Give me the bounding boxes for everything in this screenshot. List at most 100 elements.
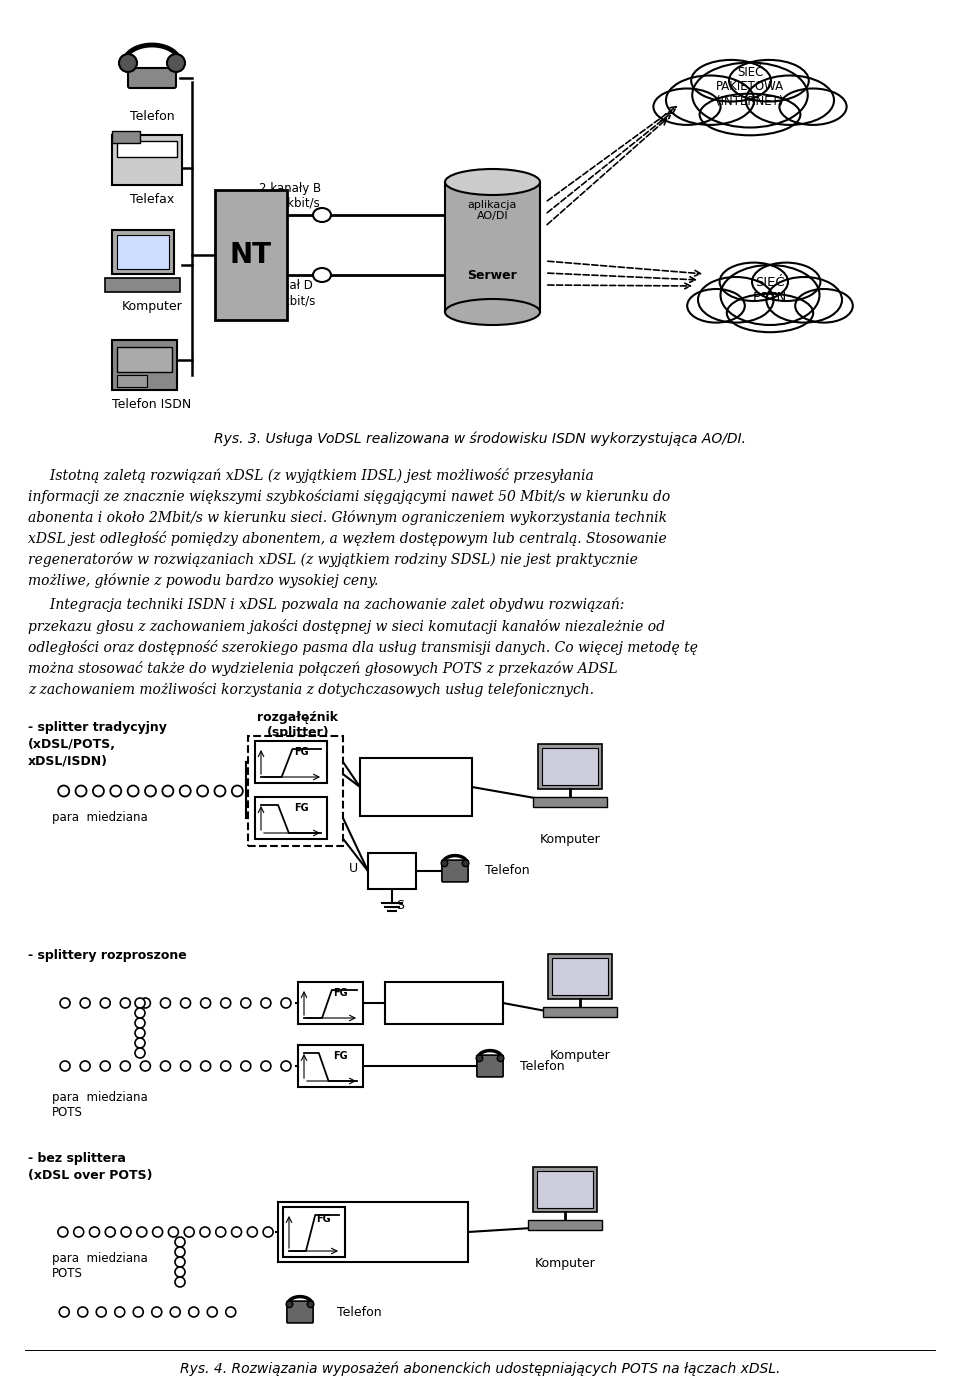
Bar bbox=[112, 131, 140, 143]
Circle shape bbox=[226, 1307, 236, 1316]
Circle shape bbox=[168, 1227, 179, 1237]
Bar bbox=[278, 1202, 468, 1261]
FancyBboxPatch shape bbox=[287, 1301, 313, 1323]
Circle shape bbox=[207, 1307, 217, 1316]
Bar bbox=[117, 375, 147, 387]
Circle shape bbox=[214, 785, 226, 796]
Circle shape bbox=[175, 1276, 185, 1287]
Text: Komputer: Komputer bbox=[535, 1257, 595, 1270]
Circle shape bbox=[60, 1307, 69, 1316]
Bar bbox=[542, 748, 598, 785]
Text: para  miedziana
POTS: para miedziana POTS bbox=[52, 1252, 148, 1281]
Circle shape bbox=[59, 785, 69, 796]
Bar bbox=[112, 340, 177, 390]
FancyBboxPatch shape bbox=[128, 67, 176, 88]
Circle shape bbox=[100, 998, 110, 1008]
Circle shape bbox=[140, 998, 151, 1008]
Circle shape bbox=[231, 1227, 242, 1237]
Bar bbox=[283, 1208, 345, 1257]
Text: aplikacja
AO/DI: aplikacja AO/DI bbox=[468, 200, 517, 222]
Circle shape bbox=[160, 1062, 171, 1071]
Circle shape bbox=[76, 785, 86, 796]
Text: U: U bbox=[348, 862, 358, 876]
Bar bbox=[215, 190, 287, 319]
Bar bbox=[255, 797, 327, 839]
Circle shape bbox=[201, 998, 210, 1008]
Circle shape bbox=[120, 1062, 131, 1071]
Circle shape bbox=[263, 1227, 273, 1237]
Circle shape bbox=[200, 1227, 210, 1237]
Circle shape bbox=[180, 998, 190, 1008]
Circle shape bbox=[135, 1018, 145, 1029]
Circle shape bbox=[135, 1029, 145, 1038]
Text: FG: FG bbox=[295, 748, 309, 757]
Circle shape bbox=[175, 1248, 185, 1257]
Text: SIEĆ
PSTN: SIEĆ PSTN bbox=[753, 275, 787, 304]
Bar bbox=[105, 278, 180, 292]
Bar bbox=[537, 1172, 593, 1208]
Circle shape bbox=[184, 1227, 194, 1237]
Bar bbox=[548, 954, 612, 998]
Text: regeneratorów w rozwiązaniach xDSL (z wyjątkiem rodziny SDSL) nie jest praktyczn: regeneratorów w rozwiązaniach xDSL (z wy… bbox=[28, 552, 637, 567]
Text: FG: FG bbox=[333, 989, 348, 998]
Circle shape bbox=[231, 785, 243, 796]
Circle shape bbox=[145, 785, 156, 796]
Circle shape bbox=[128, 785, 138, 796]
Circle shape bbox=[170, 1307, 180, 1316]
Bar bbox=[117, 140, 177, 157]
Text: SIEĆ
PAKIETOWA
(INTERNET): SIEĆ PAKIETOWA (INTERNET) bbox=[716, 66, 784, 109]
Circle shape bbox=[160, 998, 171, 1008]
Circle shape bbox=[476, 1055, 483, 1062]
Text: FG: FG bbox=[333, 1051, 348, 1062]
Circle shape bbox=[153, 1227, 162, 1237]
Circle shape bbox=[281, 1062, 291, 1071]
FancyBboxPatch shape bbox=[442, 861, 468, 881]
Text: Telefon: Telefon bbox=[485, 865, 530, 877]
Text: - bez splittera: - bez splittera bbox=[28, 1153, 126, 1165]
Text: 2 kanały B
128 kbit/s: 2 kanały B 128 kbit/s bbox=[259, 182, 321, 211]
Text: odległości oraz dostępność szerokiego pasma dla usług transmisji danych. Co więc: odległości oraz dostępność szerokiego pa… bbox=[28, 640, 698, 655]
Text: Istotną zaletą rozwiązań xDSL (z wyjątkiem IDSL) jest możliwość przesyłania: Istotną zaletą rozwiązań xDSL (z wyjątki… bbox=[28, 468, 593, 483]
Circle shape bbox=[80, 998, 90, 1008]
Bar bbox=[298, 1045, 363, 1086]
Circle shape bbox=[221, 998, 230, 1008]
Circle shape bbox=[162, 785, 174, 796]
Circle shape bbox=[175, 1237, 185, 1248]
Circle shape bbox=[135, 1048, 145, 1058]
Text: Rys. 4. Rozwiązania wyposażeń abonenckich udostępniających POTS na łączach xDSL.: Rys. 4. Rozwiązania wyposażeń abonenckic… bbox=[180, 1362, 780, 1377]
Text: (xDSL over POTS): (xDSL over POTS) bbox=[28, 1169, 153, 1181]
Bar bbox=[528, 1220, 602, 1230]
Circle shape bbox=[133, 1307, 143, 1316]
Circle shape bbox=[93, 785, 104, 796]
Bar bbox=[360, 757, 472, 817]
Text: para  miedziana
POTS: para miedziana POTS bbox=[52, 1091, 148, 1120]
Text: Komputer: Komputer bbox=[550, 1049, 611, 1062]
Circle shape bbox=[261, 998, 271, 1008]
Text: Rys. 3. Usługa VoDSL realizowana w środowisku ISDN wykorzystująca AO/DI.: Rys. 3. Usługa VoDSL realizowana w środo… bbox=[214, 432, 746, 446]
Circle shape bbox=[167, 54, 185, 72]
Bar bbox=[255, 741, 327, 784]
Ellipse shape bbox=[445, 299, 540, 325]
Circle shape bbox=[120, 998, 131, 1008]
Circle shape bbox=[60, 998, 70, 1008]
Bar bbox=[368, 852, 416, 890]
Circle shape bbox=[152, 1307, 161, 1316]
Text: - splittery rozproszone: - splittery rozproszone bbox=[28, 949, 187, 963]
Circle shape bbox=[442, 861, 447, 866]
Circle shape bbox=[216, 1227, 226, 1237]
Text: NT: NT bbox=[230, 241, 272, 269]
Bar bbox=[117, 347, 172, 372]
Text: informacji ze znacznie większymi szybkościami sięgającymi nawet 50 Mbit/s w kier: informacji ze znacznie większymi szybkoś… bbox=[28, 489, 670, 504]
Text: S: S bbox=[396, 899, 404, 912]
Circle shape bbox=[106, 1227, 115, 1237]
Text: MODEM: MODEM bbox=[416, 996, 472, 1011]
Text: xDSL/ISDN): xDSL/ISDN) bbox=[28, 755, 108, 767]
Circle shape bbox=[175, 1267, 185, 1276]
Circle shape bbox=[96, 1307, 107, 1316]
Text: para  miedziana: para miedziana bbox=[52, 811, 148, 823]
Bar bbox=[552, 958, 608, 996]
Circle shape bbox=[201, 1062, 210, 1071]
Bar bbox=[445, 182, 540, 313]
Circle shape bbox=[180, 1062, 190, 1071]
Circle shape bbox=[121, 1227, 131, 1237]
